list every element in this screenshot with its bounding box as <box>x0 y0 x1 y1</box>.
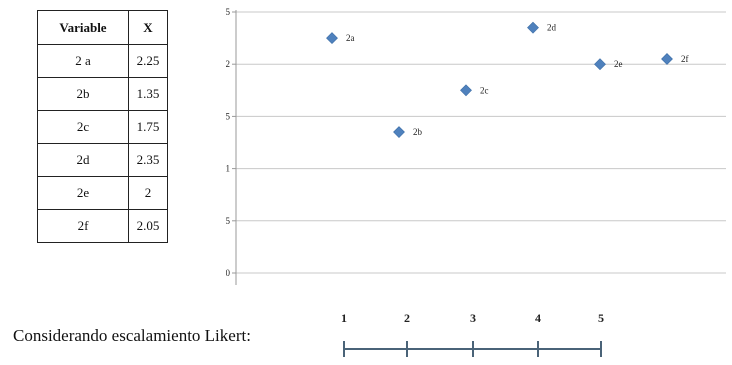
cell-x: 2.35 <box>128 143 168 177</box>
likert-tick-label: 2 <box>404 311 410 325</box>
y-tick-label: 2 <box>226 59 230 69</box>
data-point <box>460 84 472 97</box>
table-row: 2f 2.05 <box>37 209 168 243</box>
y-tick-label: 2.5 <box>226 7 231 17</box>
y-tick-label: 1 <box>226 164 230 174</box>
likert-scale: 1 2 3 4 5 <box>341 311 604 357</box>
cell-variable: 2e <box>37 176 129 210</box>
cell-x: 2 <box>128 176 168 210</box>
header-variable: Variable <box>37 10 129 45</box>
cell-x: 1.75 <box>128 110 168 144</box>
likert-tick-label: 1 <box>341 311 347 325</box>
table-row: 2 a 2.25 <box>37 44 168 78</box>
data-label: 2a <box>346 33 355 43</box>
likert-label: Considerando escalamiento Likert: <box>13 326 251 345</box>
data-point <box>393 126 405 138</box>
likert-tick-label: 4 <box>535 311 541 325</box>
cell-variable: 2b <box>37 77 129 111</box>
header-x: X <box>128 10 168 45</box>
data-label: 2b <box>413 127 423 137</box>
data-point <box>527 21 539 34</box>
cell-x: 1.35 <box>128 77 168 111</box>
data-point <box>661 53 673 65</box>
data-label: 2d <box>547 23 557 33</box>
y-tick-label: 1.5 <box>226 111 231 121</box>
table-row: 2e 2 <box>37 176 168 210</box>
likert-tick-label: 5 <box>598 311 604 325</box>
data-table: Variable X 2 a 2.25 2b 1.35 2c 1.75 2d 2.35 2e 2 2f 2… <box>37 10 168 243</box>
table-row: 2c 1.75 <box>37 110 168 144</box>
cell-variable: 2 a <box>37 44 129 78</box>
cell-x: 2.05 <box>128 209 168 243</box>
cell-variable: 2f <box>37 209 129 243</box>
data-label: 2f <box>681 54 689 64</box>
scatter-chart: 0 0.5 1 1.5 2 2.5 2a 2b 2c 2d 2e 2f <box>226 7 726 285</box>
table-header-row: Variable X <box>37 10 168 45</box>
cell-variable: 2d <box>37 143 129 177</box>
cell-variable: 2c <box>37 110 129 144</box>
data-point <box>594 58 606 71</box>
y-tick-label: 0.5 <box>226 216 231 226</box>
table-row: 2b 1.35 <box>37 77 168 111</box>
cell-x: 2.25 <box>128 44 168 78</box>
table-row: 2d 2.35 <box>37 143 168 177</box>
y-tick-label: 0 <box>226 268 231 278</box>
data-point <box>326 32 338 45</box>
likert-tick-label: 3 <box>470 311 476 325</box>
data-label: 2c <box>480 85 489 95</box>
data-label: 2e <box>614 59 623 69</box>
